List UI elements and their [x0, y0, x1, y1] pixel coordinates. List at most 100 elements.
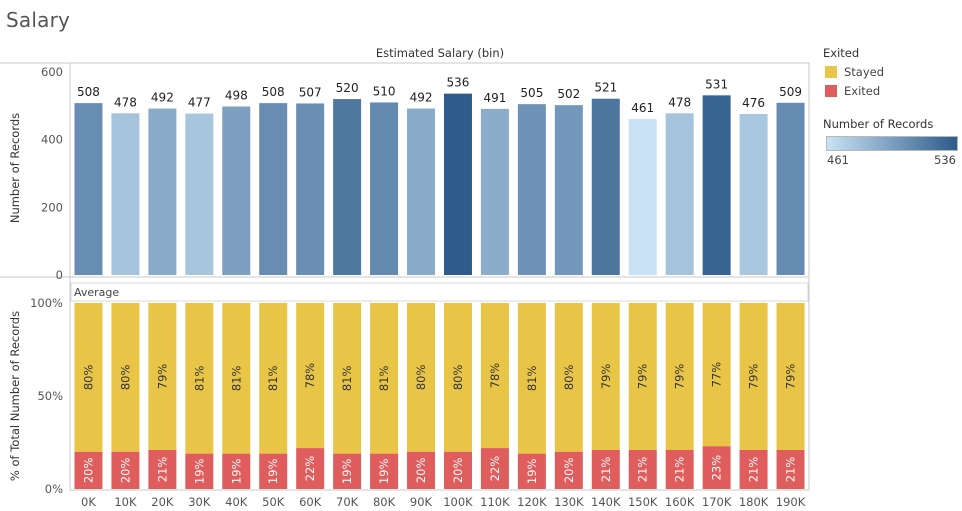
exited-segment[interactable]	[185, 453, 214, 489]
exited-segment[interactable]	[702, 446, 731, 489]
record-bar[interactable]	[739, 113, 768, 275]
exited-pct-label: 21%	[784, 457, 798, 483]
record-bar[interactable]	[148, 108, 177, 275]
stayed-segment[interactable]	[517, 303, 546, 454]
category-label: 150K	[628, 495, 658, 509]
exited-segment[interactable]	[111, 451, 140, 489]
record-bar[interactable]	[185, 113, 214, 276]
stayed-pct-label: 81%	[377, 365, 391, 391]
stayed-pct-label: 79%	[636, 364, 650, 390]
stayed-segment[interactable]	[222, 303, 251, 454]
stayed-swatch	[825, 66, 837, 78]
exited-segment[interactable]	[222, 453, 251, 489]
record-bar[interactable]	[628, 119, 657, 275]
category-label: 70K	[336, 495, 359, 509]
stayed-segment[interactable]	[74, 303, 103, 452]
category-label: 40K	[225, 495, 248, 509]
exited-segment[interactable]	[443, 451, 472, 489]
exited-segment[interactable]	[480, 448, 509, 489]
category-label: 20K	[151, 495, 174, 509]
exited-segment[interactable]	[370, 453, 399, 489]
stayed-segment[interactable]	[443, 303, 472, 452]
stayed-pct-label: 80%	[414, 365, 428, 391]
exited-pct-label: 19%	[192, 458, 206, 484]
exited-segment[interactable]	[517, 453, 546, 489]
exited-segment[interactable]	[739, 449, 768, 489]
category-label: 90K	[410, 495, 433, 509]
record-bar[interactable]	[702, 95, 731, 275]
record-bar[interactable]	[259, 103, 288, 275]
stayed-pct-label: 80%	[562, 365, 576, 391]
record-bar[interactable]	[591, 98, 620, 275]
bar-value-label: 508	[262, 85, 285, 99]
record-bar[interactable]	[443, 93, 472, 275]
stayed-segment[interactable]	[259, 303, 288, 454]
stayed-segment[interactable]	[591, 303, 620, 450]
stayed-pct-label: 80%	[81, 365, 95, 391]
exited-segment[interactable]	[148, 449, 177, 489]
stayed-segment[interactable]	[185, 303, 214, 454]
stayed-segment[interactable]	[148, 303, 177, 450]
bar-value-label: 508	[77, 85, 100, 99]
record-bar[interactable]	[111, 113, 140, 275]
legend-item-exited[interactable]: Exited	[825, 84, 880, 98]
stayed-segment[interactable]	[554, 303, 583, 452]
bar-value-label: 476	[742, 96, 765, 110]
stayed-segment[interactable]	[407, 303, 436, 452]
exited-pct-label: 20%	[118, 458, 132, 484]
exited-pct-label: 20%	[414, 458, 428, 484]
exited-segment[interactable]	[259, 453, 288, 489]
exited-pct-label: 21%	[673, 457, 687, 483]
record-bar[interactable]	[776, 102, 805, 275]
legend-item-stayed[interactable]: Stayed	[825, 65, 884, 79]
pct-tick-label: 100%	[30, 296, 63, 310]
stayed-segment[interactable]	[333, 303, 362, 454]
exited-segment[interactable]	[333, 453, 362, 489]
bar-value-label: 505	[520, 86, 543, 100]
gradient-legend-bar	[826, 136, 958, 151]
record-bar[interactable]	[296, 103, 325, 275]
legend-label-stayed: Stayed	[844, 65, 885, 79]
stayed-segment[interactable]	[702, 303, 731, 447]
exited-segment[interactable]	[628, 449, 657, 489]
bar-value-label: 491	[483, 91, 506, 105]
y-axis-title-percent: % of Total Number of Records	[8, 311, 22, 481]
exited-segment[interactable]	[776, 449, 805, 489]
record-bar[interactable]	[665, 113, 694, 275]
bar-value-label: 498	[225, 89, 248, 103]
exited-segment[interactable]	[296, 448, 325, 489]
record-bar[interactable]	[554, 105, 583, 275]
category-label: 160K	[665, 495, 695, 509]
stayed-segment[interactable]	[111, 303, 140, 452]
exited-segment[interactable]	[665, 449, 694, 489]
exited-segment[interactable]	[554, 451, 583, 489]
stayed-segment[interactable]	[628, 303, 657, 450]
bar-value-label: 492	[151, 91, 174, 105]
stayed-pct-label: 79%	[747, 364, 761, 390]
y-tick-label: 400	[41, 133, 63, 147]
exited-pct-label: 21%	[747, 457, 761, 483]
stayed-segment[interactable]	[739, 303, 768, 450]
exited-segment[interactable]	[407, 451, 436, 489]
record-bar[interactable]	[333, 99, 362, 275]
bar-value-label: 492	[410, 91, 433, 105]
exited-pct-label: 21%	[599, 457, 613, 483]
record-bar[interactable]	[407, 108, 436, 275]
record-bar[interactable]	[517, 104, 546, 276]
category-label: 10K	[114, 495, 137, 509]
stayed-segment[interactable]	[665, 303, 694, 450]
color-legend-title: Exited	[823, 46, 860, 60]
exited-segment[interactable]	[591, 449, 620, 489]
record-bar[interactable]	[370, 102, 399, 275]
record-bar[interactable]	[222, 106, 251, 275]
record-bar[interactable]	[480, 108, 509, 276]
stayed-pct-label: 80%	[118, 365, 132, 391]
stayed-pct-label: 78%	[488, 363, 502, 389]
stayed-segment[interactable]	[776, 303, 805, 450]
stayed-segment[interactable]	[480, 303, 509, 449]
stayed-segment[interactable]	[296, 303, 325, 449]
stayed-segment[interactable]	[370, 303, 399, 454]
record-bar[interactable]	[74, 103, 103, 275]
exited-segment[interactable]	[74, 451, 103, 489]
category-label: 140K	[591, 495, 621, 509]
